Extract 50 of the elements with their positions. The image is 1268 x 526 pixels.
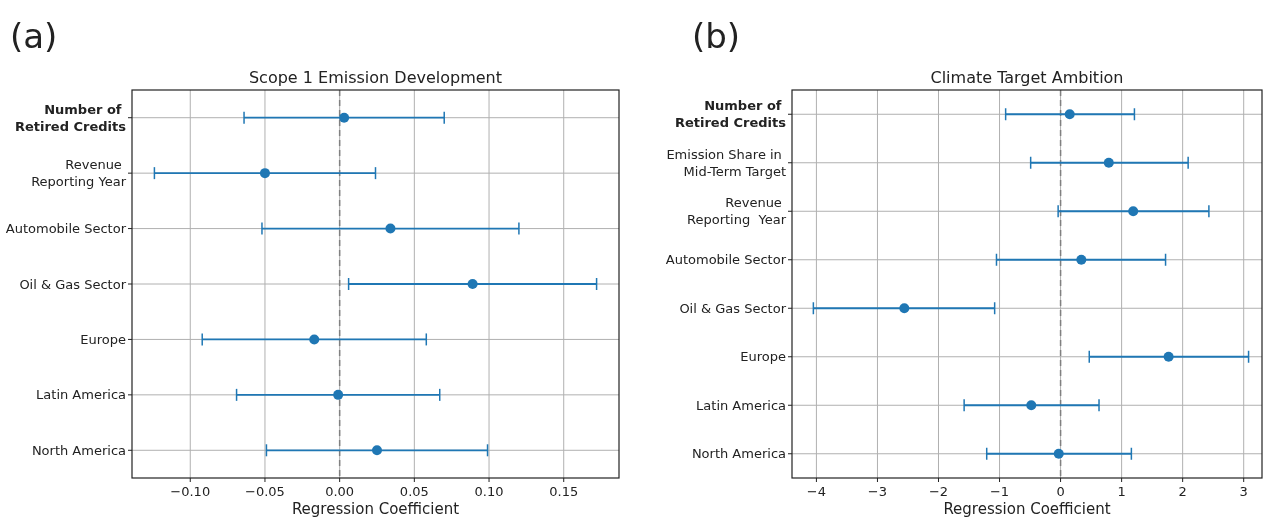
point — [385, 223, 396, 234]
point — [1053, 448, 1064, 459]
y-tick-label: Oil & Gas Sector — [679, 300, 787, 316]
chart-title: Climate Target Ambition — [930, 68, 1124, 87]
point — [333, 389, 344, 400]
point — [371, 445, 382, 456]
point — [339, 112, 350, 123]
y-tick-label: North America — [691, 446, 786, 462]
x-tick-label: 1 — [1117, 484, 1126, 499]
y-tick-label: Oil & Gas Sector — [19, 276, 127, 292]
y-tick-label: Europe — [80, 331, 126, 347]
point — [467, 279, 478, 289]
x-axis-title: Regression Coefficient — [291, 500, 460, 518]
point — [1064, 109, 1075, 120]
x-tick-label: −4 — [806, 484, 826, 499]
chart-title: Scope 1 Emission Development — [248, 68, 503, 87]
y-tick-label: North America — [31, 442, 126, 458]
point — [1026, 400, 1037, 411]
y-tick-label: Revenue Reporting Year — [31, 157, 127, 190]
text: (a) — [10, 16, 58, 56]
y-tick-label: Latin America — [36, 387, 126, 403]
x-tick-label: −2 — [928, 484, 949, 499]
x-tick-label: −1 — [989, 484, 1010, 499]
x-tick-label: −0.05 — [245, 484, 285, 499]
point — [1076, 254, 1087, 265]
x-tick-label: −0.10 — [170, 484, 211, 499]
text: (b) — [692, 16, 741, 56]
point — [309, 334, 320, 345]
point — [899, 303, 910, 314]
y-tick-label: Europe — [740, 349, 786, 365]
y-tick-label: Number of Retired Credits — [14, 101, 127, 134]
point — [1163, 351, 1174, 362]
y-tick-label: Automobile Sector — [5, 221, 127, 237]
x-tick-label: 2 — [1178, 484, 1187, 499]
point — [1128, 206, 1139, 217]
x-tick-label: 0.05 — [399, 484, 429, 499]
x-tick-label: 3 — [1239, 484, 1248, 499]
y-tick-label: Number of Retired Credits — [674, 98, 787, 131]
x-tick-label: 0.15 — [549, 484, 579, 499]
y-tick-label: Emission Share in Mid-Term Target — [666, 146, 786, 179]
point — [1103, 157, 1114, 168]
x-axis-title: Regression Coefficient — [943, 500, 1111, 518]
x-tick-label: 0 — [1056, 484, 1065, 499]
y-tick-label: Revenue Reporting Year — [687, 195, 787, 228]
x-tick-label: 0.00 — [325, 484, 355, 499]
point — [259, 168, 270, 179]
y-tick-label: Automobile Sector — [665, 252, 787, 268]
x-tick-label: 0.10 — [474, 484, 504, 499]
y-tick-label: Latin America — [696, 397, 786, 413]
x-tick-label: −3 — [867, 484, 888, 499]
